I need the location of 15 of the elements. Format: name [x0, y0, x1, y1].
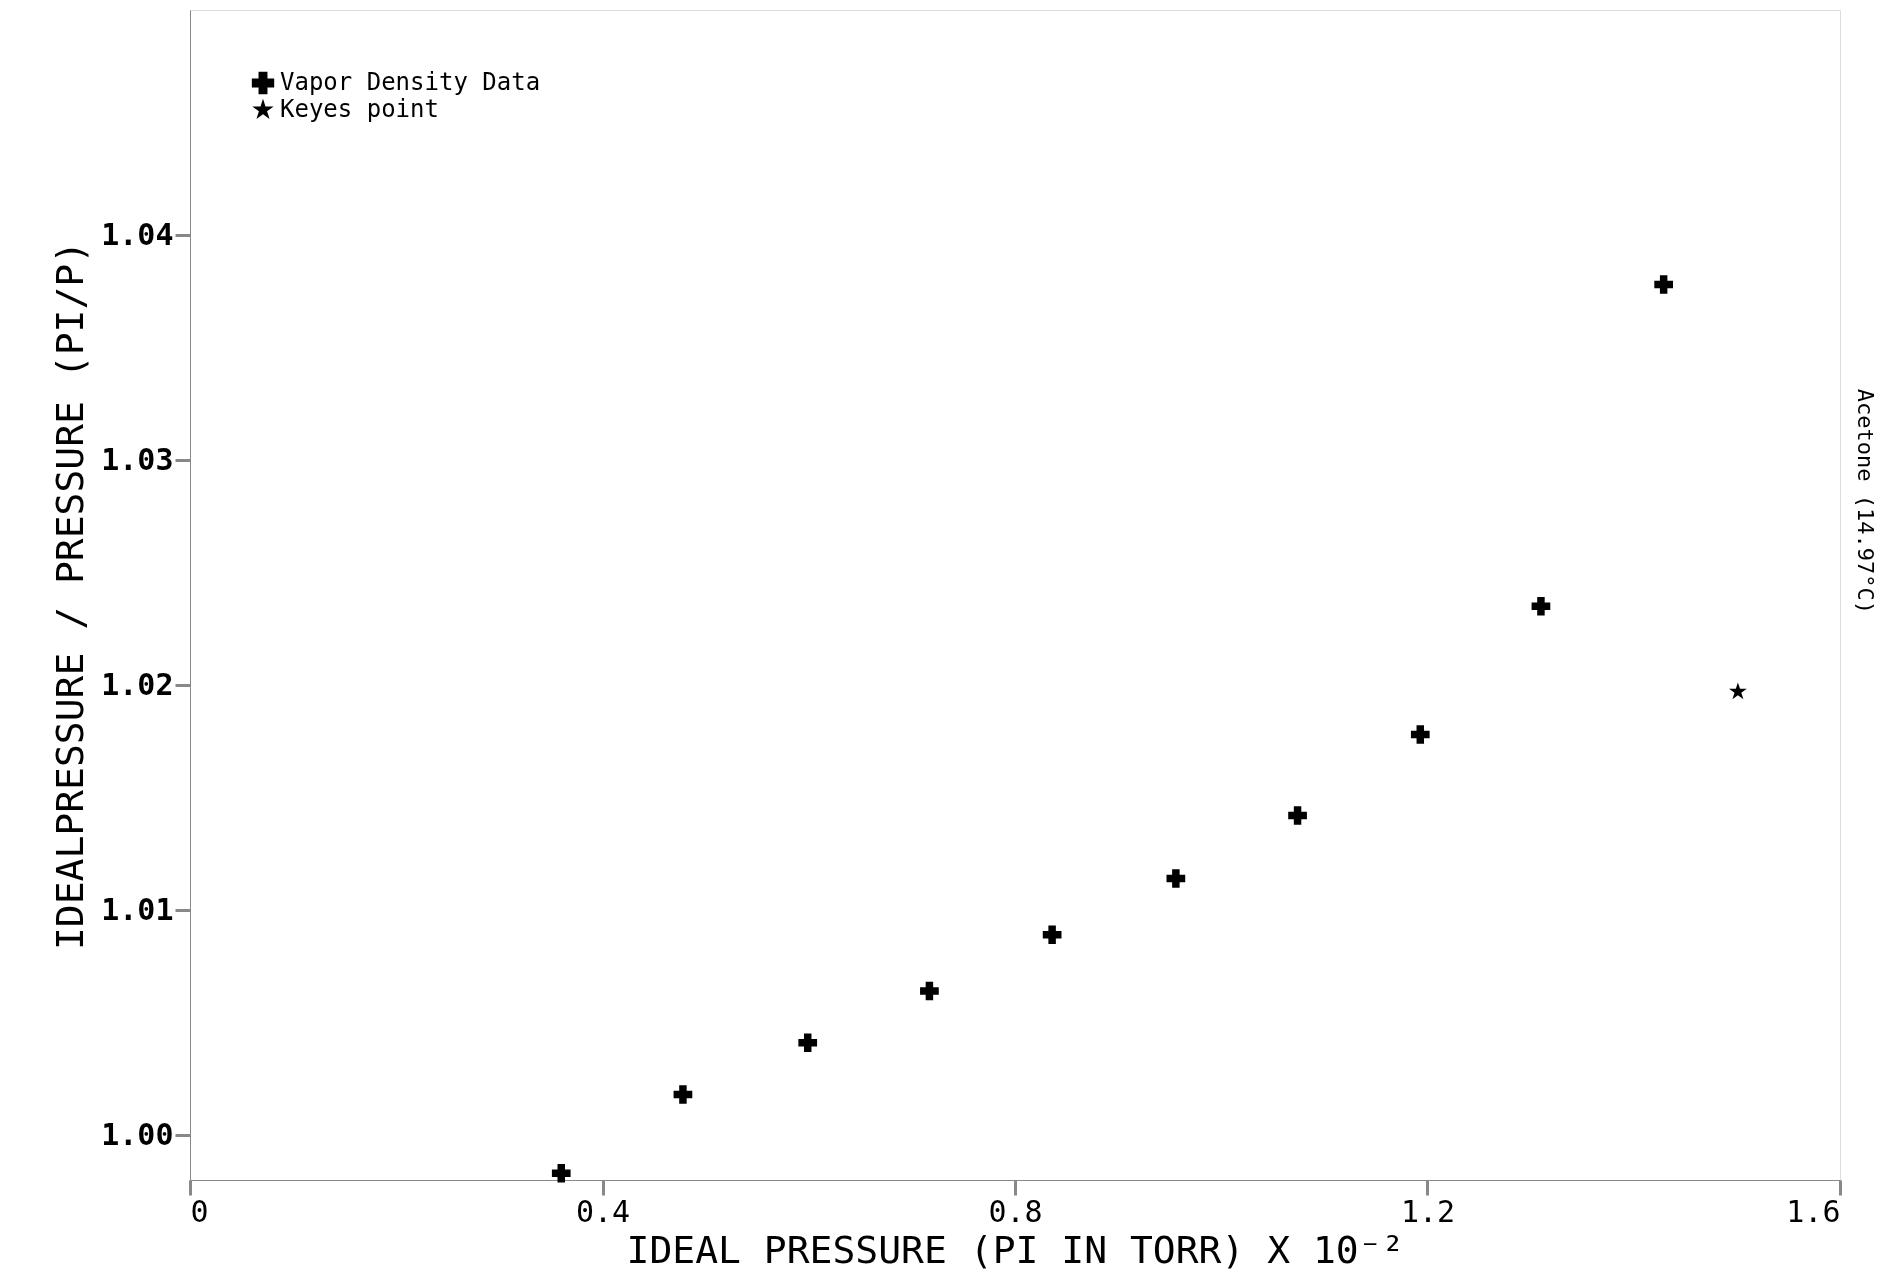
legend-label: Vapor Density Data [280, 68, 541, 96]
text: Acetone (14.97°C) [1853, 388, 1878, 614]
x-tick-label: 1.2 [1400, 1193, 1456, 1229]
y-tick-label: 1.03 [101, 441, 174, 477]
y-axis-title: IDEALPRESSURE / PRESSURE (PI/P) [48, 240, 93, 951]
y-tick-label: 1.01 [101, 891, 174, 927]
x-axis-title: IDEAL PRESSURE (PI IN TORR) X 10⁻² [626, 1227, 1405, 1272]
y-tick-label: 1.00 [101, 1116, 174, 1152]
y-tick-label: 1.02 [101, 666, 174, 702]
x-tick-label: 0 [190, 1193, 209, 1229]
x-tick-label: 1.6 [1786, 1193, 1841, 1229]
x-tick-label: 0.8 [988, 1193, 1043, 1229]
y-tick-label: 1.04 [101, 216, 174, 252]
x-tick-label: 0.4 [575, 1193, 631, 1229]
legend-label: Keyes point [280, 95, 439, 123]
